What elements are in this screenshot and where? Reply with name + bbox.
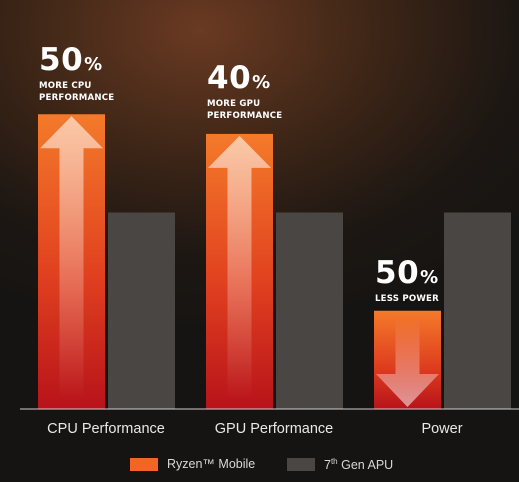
bar-apu-gpu bbox=[276, 212, 343, 409]
bar-apu-cpu bbox=[108, 212, 175, 409]
cpu-callout: 50% MORE CPU PERFORMANCE bbox=[39, 45, 114, 104]
xtick-label-gpu: GPU Performance bbox=[214, 421, 334, 437]
cpu-callout-line1: MORE CPU bbox=[39, 81, 92, 91]
bar-apu-power bbox=[444, 212, 511, 409]
gpu-callout-value: 40 bbox=[207, 60, 252, 96]
cpu-callout-line2: PERFORMANCE bbox=[39, 93, 115, 103]
legend-item-ryzen: Ryzen™ Mobile bbox=[130, 457, 255, 471]
gpu-callout-line1: MORE GPU bbox=[207, 99, 261, 109]
arrow-up-icon-gpu bbox=[208, 135, 271, 399]
legend-label-apu: 7th Gen APU bbox=[324, 457, 394, 473]
power-callout: 50% LESS POWER bbox=[375, 258, 439, 305]
xtick-label-cpu: CPU Performance bbox=[47, 421, 165, 437]
gpu-callout: 40% MORE GPU PERFORMANCE bbox=[207, 63, 282, 122]
gpu-callout-line2: PERFORMANCE bbox=[207, 111, 283, 121]
cpu-callout-unit: % bbox=[84, 54, 103, 75]
arrow-down-icon-power bbox=[376, 318, 439, 407]
power-callout-unit: % bbox=[420, 267, 439, 288]
legend-label-ryzen: Ryzen™ Mobile bbox=[167, 457, 256, 471]
power-callout-line1: LESS POWER bbox=[375, 294, 439, 304]
legend-swatch-apu bbox=[287, 458, 315, 472]
cpu-callout-value: 50 bbox=[39, 42, 84, 78]
legend-item-apu: 7th Gen APU bbox=[287, 457, 393, 472]
xtick-label-power: Power bbox=[421, 421, 463, 437]
power-callout-value: 50 bbox=[375, 255, 420, 291]
arrow-up-icon-cpu bbox=[40, 116, 103, 399]
gpu-callout-unit: % bbox=[252, 72, 271, 93]
legend-swatch-ryzen bbox=[130, 457, 158, 471]
